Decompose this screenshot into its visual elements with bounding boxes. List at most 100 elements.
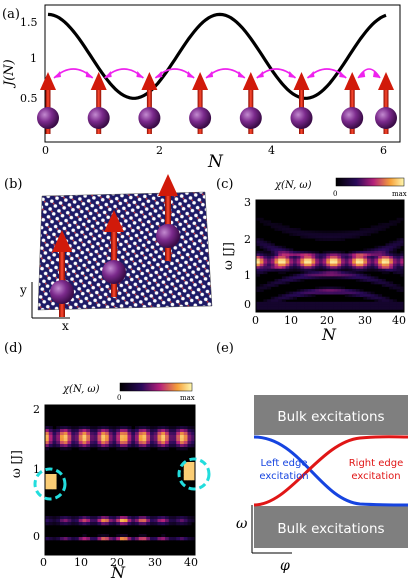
heat-cell	[142, 438, 147, 442]
heat-cell	[157, 522, 162, 526]
heat-cell	[381, 225, 386, 229]
heat-cell	[307, 250, 312, 254]
heat-cell	[370, 263, 375, 267]
heat-cell	[374, 276, 379, 280]
right-edge-curve	[253, 435, 409, 507]
atom	[375, 107, 397, 129]
heat-cell	[120, 447, 125, 451]
heat-cell	[315, 261, 320, 264]
heat-cell	[120, 444, 125, 448]
heat-cell	[363, 256, 368, 259]
heat-cell	[300, 294, 305, 298]
heat-cell	[60, 519, 65, 523]
heat-cell	[281, 296, 286, 300]
heat-cell	[396, 238, 401, 242]
heat-cell	[326, 266, 331, 270]
heat-cell	[307, 230, 312, 234]
heat-cell	[123, 447, 128, 451]
heat-cell	[392, 240, 397, 244]
heat-cell	[101, 519, 106, 523]
heat-cell	[187, 522, 192, 526]
heat-cell	[330, 233, 334, 236]
heat-cell	[259, 266, 264, 270]
heat-cell	[127, 516, 132, 520]
spin-arrow-head	[158, 174, 178, 196]
heat-cell	[45, 429, 50, 433]
heat-cell	[326, 291, 331, 295]
heat-cell	[93, 519, 98, 523]
heat-cell	[52, 435, 57, 439]
heat-cell	[363, 276, 368, 280]
heat-cell	[97, 519, 102, 523]
heat-cell	[293, 276, 297, 280]
heat-cell	[315, 230, 320, 234]
heat-cell	[112, 432, 117, 436]
c-title: χ(N, ω)	[274, 180, 312, 191]
heat-cell	[370, 250, 375, 254]
heat-cell	[274, 248, 279, 252]
heat-cell	[322, 233, 327, 236]
heat-cell	[337, 291, 342, 295]
heat-cell	[267, 243, 272, 247]
heat-cell	[318, 291, 323, 295]
heat-cell	[270, 268, 275, 272]
a-xlabel: N	[207, 152, 224, 172]
heat-cell	[263, 268, 268, 272]
heat-cell	[322, 238, 327, 242]
heat-cell	[348, 304, 353, 308]
heat-cell	[289, 306, 294, 310]
d-cbar-min: 0	[117, 394, 121, 402]
heat-cell	[123, 519, 128, 523]
heat-cell	[60, 426, 65, 430]
heat-cell	[259, 220, 264, 224]
heat-cell	[56, 537, 61, 541]
heat-cell	[400, 301, 404, 305]
heat-cell	[263, 222, 268, 226]
heat-cell	[333, 291, 338, 295]
heat-cell	[355, 276, 360, 280]
heat-cell	[381, 299, 386, 303]
a-ytick-1-5: 1.5	[20, 16, 38, 29]
heat-cell	[296, 289, 301, 292]
heat-cell	[278, 296, 283, 300]
heat-cell	[52, 438, 57, 442]
heat-cell	[307, 235, 312, 239]
heat-cell	[296, 266, 301, 270]
heat-cell	[333, 273, 338, 277]
heat-cell	[337, 235, 342, 239]
heat-cell	[176, 522, 181, 526]
heat-cell	[392, 306, 397, 310]
heat-cell	[67, 516, 72, 520]
heat-cell	[187, 468, 192, 472]
heat-cell	[82, 441, 87, 445]
heat-cell	[304, 261, 309, 264]
heat-cell	[392, 250, 397, 254]
heat-cell	[256, 271, 260, 275]
heat-cell	[86, 435, 91, 439]
heat-cell	[304, 294, 309, 298]
heat-cell	[352, 276, 357, 280]
heat-cell	[267, 281, 272, 285]
heat-cell	[389, 266, 394, 270]
heat-cell	[172, 429, 177, 433]
heat-cell	[67, 519, 72, 523]
hopping-arrowhead	[104, 71, 112, 78]
heat-cell	[187, 537, 192, 541]
heat-cell	[330, 235, 334, 239]
heat-cell	[278, 278, 283, 282]
heat-cell	[330, 253, 334, 257]
heat-cell	[97, 537, 102, 541]
heat-cell	[270, 263, 275, 267]
heat-cell	[396, 306, 401, 310]
heat-cell	[363, 266, 368, 270]
heat-cell	[191, 465, 195, 469]
heat-cell	[270, 261, 275, 264]
heat-cell	[326, 261, 331, 264]
heat-cell	[307, 306, 312, 310]
heat-cell	[71, 444, 76, 448]
heat-cell	[400, 273, 404, 277]
heat-cell	[112, 426, 117, 430]
heat-cell	[389, 248, 394, 252]
heat-cell	[71, 435, 76, 439]
heat-cell	[168, 435, 173, 439]
